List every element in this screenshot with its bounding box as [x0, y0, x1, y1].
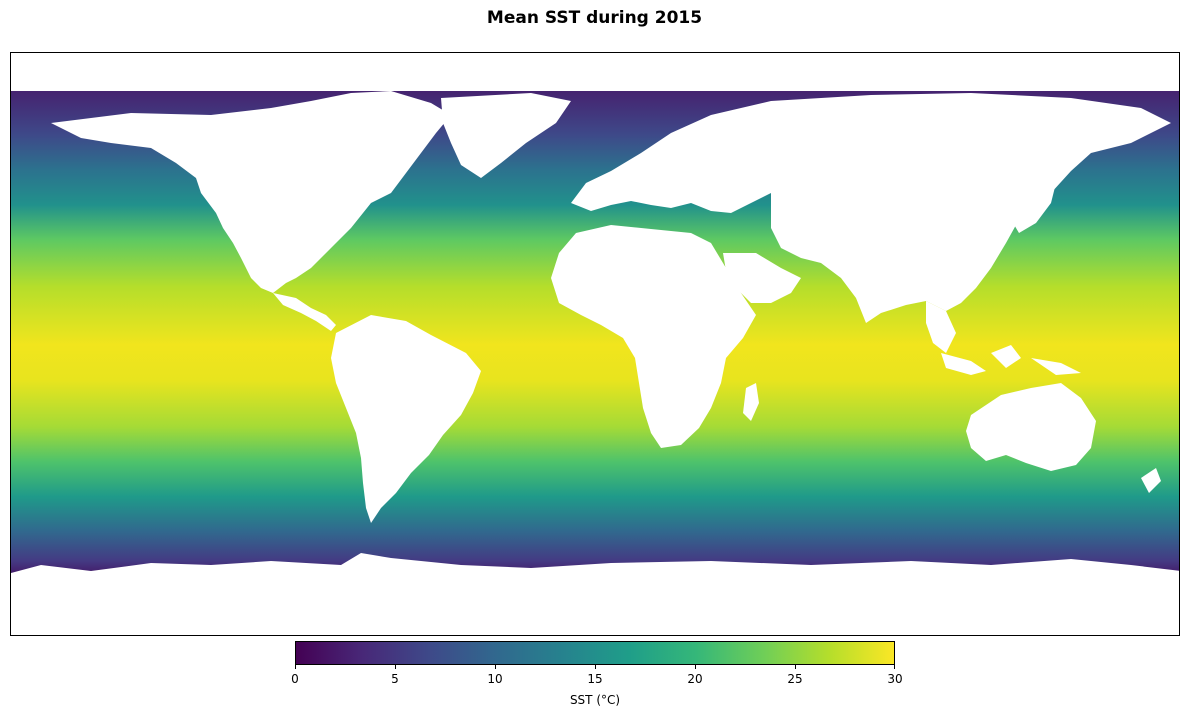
europe-landmass — [571, 101, 771, 213]
colorbar-tick-label: 30 — [887, 672, 903, 686]
arabia-landmass — [723, 253, 801, 303]
map-panel — [10, 52, 1180, 636]
new-zealand-landmass — [1141, 468, 1161, 493]
colorbar-tick-mark — [295, 665, 296, 669]
colorbar-label: SST (°C) — [569, 693, 621, 707]
south-america-landmass — [331, 315, 481, 523]
colorbar-tick-mark — [795, 665, 796, 669]
asia-landmass — [771, 93, 1171, 323]
colorbar-tick-mark — [395, 665, 396, 669]
colorbar-tick-label: 10 — [487, 672, 503, 686]
colorbar-tick-label: 15 — [587, 672, 603, 686]
colorbar-tick-mark — [495, 665, 496, 669]
north-america-landmass — [51, 91, 451, 293]
central-america-landmass — [273, 293, 336, 331]
sst-map — [11, 53, 1179, 635]
africa-landmass — [551, 225, 756, 448]
antarctica-landmass — [11, 553, 1179, 635]
colorbar-tick-label: 5 — [391, 672, 399, 686]
colorbar — [295, 641, 895, 665]
arctic-nodata — [11, 53, 1179, 91]
colorbar-tick-label: 20 — [687, 672, 703, 686]
colorbar-ticks: 0 5 10 15 20 25 30 — [291, 665, 903, 687]
indochina-landmass — [926, 301, 956, 353]
japan-landmass — [1013, 183, 1056, 233]
greenland-landmass — [441, 93, 571, 178]
colorbar-tick-mark — [894, 665, 895, 669]
colorbar-tick-label: 0 — [291, 672, 299, 686]
colorbar-gradient — [296, 642, 894, 664]
colorbar-tick-mark — [695, 665, 696, 669]
colorbar-tick-label: 25 — [787, 672, 803, 686]
chart-title: Mean SST during 2015 — [486, 8, 703, 28]
indonesia-landmass — [941, 345, 1081, 375]
madagascar-landmass — [743, 383, 759, 421]
colorbar-tick-mark — [595, 665, 596, 669]
australia-landmass — [966, 383, 1096, 471]
